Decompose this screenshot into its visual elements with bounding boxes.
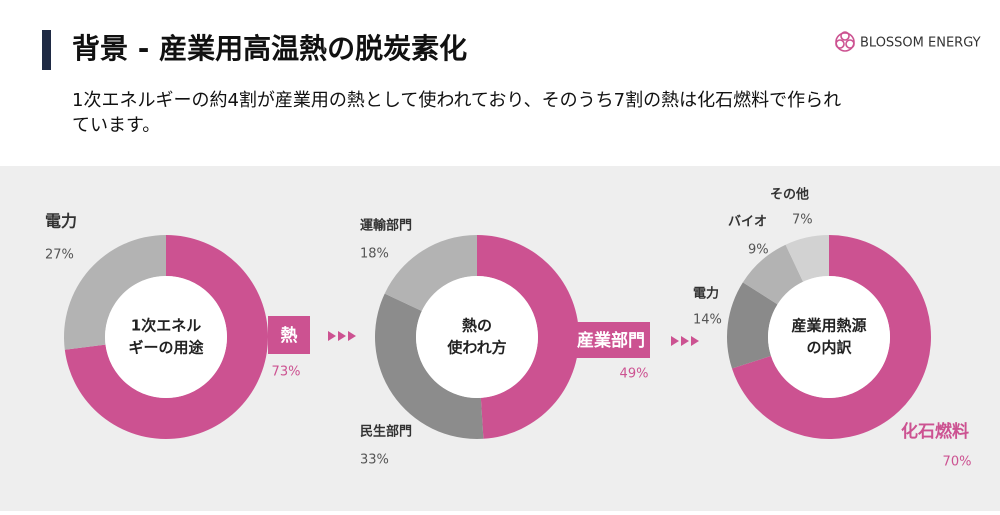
donut-slice bbox=[384, 235, 477, 312]
value-label: 73% bbox=[272, 365, 301, 380]
value-label: 27% bbox=[45, 248, 74, 263]
arrow bbox=[328, 331, 699, 346]
category-label: 民生部門 bbox=[360, 424, 412, 440]
donut-slice bbox=[477, 235, 580, 439]
category-label: 熱 bbox=[281, 325, 298, 346]
category-label: その他 bbox=[770, 187, 809, 203]
donut-hole bbox=[105, 276, 227, 398]
category-label: 電力 bbox=[45, 212, 77, 231]
logo-icon bbox=[835, 31, 855, 52]
center-label: 使われ方 bbox=[446, 339, 506, 357]
brand: BLOSSOM ENERGY bbox=[860, 36, 981, 51]
value-label: 14% bbox=[693, 313, 722, 328]
donut-slice bbox=[64, 235, 268, 439]
category-label: バイオ bbox=[728, 215, 767, 230]
category-label: 産業部門 bbox=[577, 330, 645, 351]
value-label: 18% bbox=[360, 247, 389, 262]
category-label: 化石燃料 bbox=[901, 421, 969, 442]
center-label: 産業用熱源 bbox=[791, 317, 866, 335]
donut-slice bbox=[742, 244, 804, 305]
center-label: 熱の bbox=[462, 317, 492, 335]
center-label: ギーの用途 bbox=[128, 339, 204, 357]
highlight-box bbox=[572, 322, 650, 358]
donut-slice bbox=[785, 235, 829, 282]
donut-slice bbox=[63, 235, 166, 350]
donut-slice bbox=[727, 282, 778, 369]
value-label: 9% bbox=[748, 243, 769, 258]
highlight-box bbox=[268, 316, 310, 354]
donut-hole bbox=[768, 276, 890, 398]
slide-title: 背景 - 産業用高温熱の脱炭素化 bbox=[72, 32, 467, 65]
center-label: 1次エネル bbox=[131, 317, 201, 335]
category-label: 運輸部門 bbox=[360, 218, 412, 234]
value-label: 49% bbox=[620, 367, 649, 382]
title-bar bbox=[42, 30, 51, 70]
value-label: 33% bbox=[360, 453, 389, 468]
center-label: の内訳 bbox=[806, 339, 852, 357]
donut-hole bbox=[416, 276, 538, 398]
value-label: 70% bbox=[943, 455, 972, 470]
donut-slice bbox=[375, 293, 484, 440]
donut-slice bbox=[731, 235, 932, 440]
subtitle-line: ています。 bbox=[72, 115, 160, 136]
subtitle-line: 1次エネルギーの約4割が産業用の熱として使われており、そのうち7割の熱は化石燃料… bbox=[72, 90, 841, 111]
category-label: 電力 bbox=[693, 286, 719, 302]
value-label: 7% bbox=[792, 213, 813, 228]
